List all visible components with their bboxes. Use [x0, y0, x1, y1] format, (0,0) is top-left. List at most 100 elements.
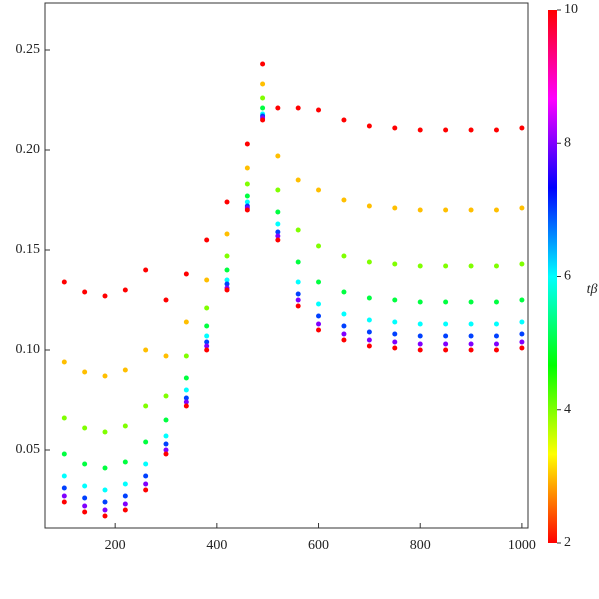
point: [341, 117, 347, 123]
point: [82, 289, 88, 295]
colorbar-tick-label: 4: [564, 402, 571, 417]
x-tick-label: 1000: [508, 538, 536, 553]
point: [204, 277, 210, 283]
point: [443, 299, 449, 305]
point: [143, 347, 149, 353]
point: [519, 339, 525, 345]
point: [143, 473, 149, 479]
point: [224, 253, 230, 259]
x-tick-label: 800: [410, 538, 431, 553]
plot-frame: [44, 2, 529, 529]
point: [493, 333, 499, 339]
point: [275, 221, 281, 227]
point: [102, 429, 108, 435]
point: [468, 263, 474, 269]
point: [244, 193, 250, 199]
point: [183, 375, 189, 381]
point: [102, 293, 108, 299]
point: [82, 461, 88, 467]
point: [122, 493, 128, 499]
point: [244, 181, 250, 187]
point: [260, 117, 266, 123]
point: [295, 259, 301, 265]
point: [244, 199, 250, 205]
point: [468, 299, 474, 305]
y-tick-label: 0.10: [16, 342, 41, 357]
point: [61, 493, 67, 499]
point: [61, 359, 67, 365]
point: [295, 105, 301, 111]
point: [183, 353, 189, 359]
point: [275, 237, 281, 243]
point: [417, 263, 423, 269]
point: [102, 465, 108, 471]
point: [316, 243, 322, 249]
colorbar-tick-label: 2: [564, 535, 571, 550]
point: [366, 123, 372, 129]
point: [143, 439, 149, 445]
point: [392, 339, 398, 345]
point: [275, 187, 281, 193]
point: [61, 499, 67, 505]
point: [244, 141, 250, 147]
y-tick-label: 0.25: [16, 42, 41, 57]
y-tick-label: 0.05: [16, 442, 41, 457]
point: [275, 229, 281, 235]
point: [163, 417, 169, 423]
point: [493, 321, 499, 327]
point: [341, 253, 347, 259]
point: [102, 507, 108, 513]
point: [366, 343, 372, 349]
point: [316, 313, 322, 319]
point: [61, 279, 67, 285]
point: [341, 337, 347, 343]
point: [224, 231, 230, 237]
point: [493, 341, 499, 347]
point: [260, 61, 266, 67]
point: [244, 207, 250, 213]
point: [468, 321, 474, 327]
point: [341, 311, 347, 317]
point: [183, 395, 189, 401]
point: [417, 127, 423, 133]
point: [204, 343, 210, 349]
point: [183, 319, 189, 325]
point: [443, 207, 449, 213]
point: [392, 261, 398, 267]
point: [392, 345, 398, 351]
point: [443, 127, 449, 133]
colorbar-tick-label: 10: [564, 2, 578, 17]
point: [392, 331, 398, 337]
point: [417, 347, 423, 353]
point: [493, 347, 499, 353]
point: [417, 321, 423, 327]
point: [163, 447, 169, 453]
point: [519, 125, 525, 131]
point: [224, 287, 230, 293]
point: [468, 207, 474, 213]
point: [493, 207, 499, 213]
point: [366, 337, 372, 343]
point: [392, 205, 398, 211]
point: [82, 483, 88, 489]
point: [163, 433, 169, 439]
point: [295, 227, 301, 233]
point: [366, 317, 372, 323]
point: [163, 441, 169, 447]
point: [316, 279, 322, 285]
point: [224, 267, 230, 273]
point: [275, 209, 281, 215]
point: [468, 127, 474, 133]
point: [519, 297, 525, 303]
point: [82, 425, 88, 431]
point: [493, 263, 499, 269]
point: [417, 333, 423, 339]
point: [341, 197, 347, 203]
point: [204, 237, 210, 243]
point: [260, 105, 266, 111]
point: [122, 501, 128, 507]
point: [163, 297, 169, 303]
point: [143, 403, 149, 409]
point: [183, 399, 189, 405]
